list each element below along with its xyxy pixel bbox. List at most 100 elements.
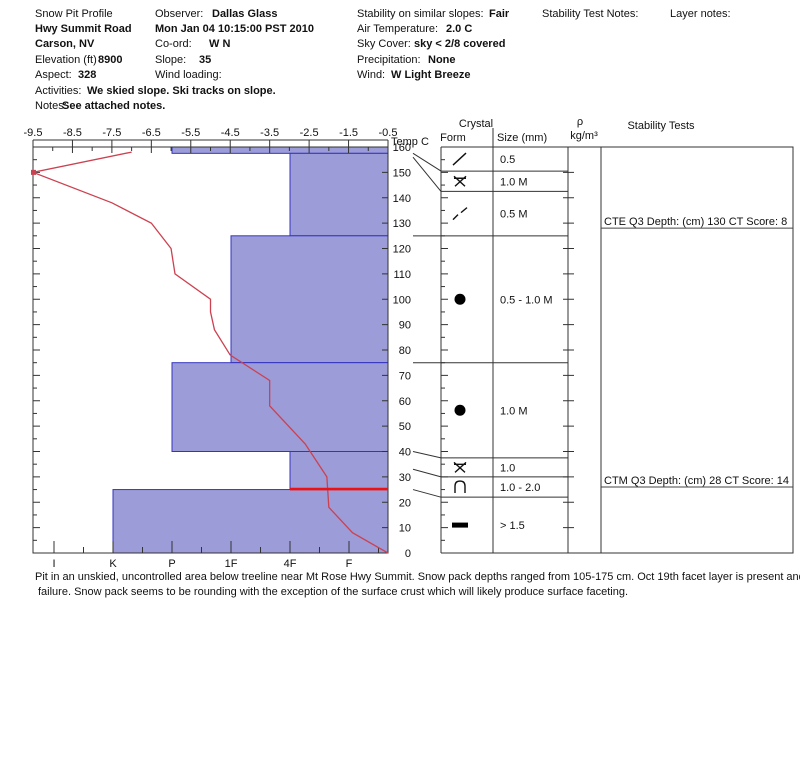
temp-tick-label: -2.5 (300, 127, 319, 139)
depth-tick-label: 0 (405, 548, 411, 560)
depth-tick-label: 140 (393, 193, 411, 205)
depth-tick-label: 70 (399, 370, 411, 382)
sky-cover-label: Sky Cover: (357, 38, 411, 50)
pit-notes-line1: Pit in an unskied, uncontrolled area bel… (35, 571, 800, 583)
stability-value: Fair (489, 8, 510, 20)
wind-loading-label: Wind loading: (155, 69, 222, 81)
air-temp-value: 2.0 C (446, 23, 473, 35)
wind-label: Wind: (357, 69, 386, 81)
temp-tick-label: -6.5 (142, 127, 161, 139)
temp-tick-label: -4.5 (221, 127, 240, 139)
elevation-label: Elevation (ft) (35, 54, 97, 66)
wind-value: W Light Breeze (391, 69, 471, 81)
depth-tick-label: 10 (399, 523, 411, 535)
form-header: Form (440, 132, 466, 144)
stability-test-result: CTM Q3 Depth: (cm) 28 CT Score: 14 (604, 475, 789, 487)
sky-cover-value: sky < 2/8 covered (414, 38, 506, 50)
layer-connector (412, 489, 442, 498)
depth-tick-label: 120 (393, 244, 411, 256)
datetime-value: Mon Jan 04 10:15:00 PST 2010 (155, 23, 314, 35)
depth-tick-label: 60 (399, 396, 411, 408)
temp-tick-label: -0.5 (379, 127, 398, 139)
notes-label: Notes: (35, 100, 67, 112)
observer-label: Observer: (155, 8, 204, 20)
layer-notes-label: Layer notes: (670, 8, 731, 20)
temperature-line (30, 151, 389, 554)
hardness-tick-label: P (168, 558, 175, 570)
temperature-min-marker (31, 169, 36, 175)
hardness-tick-label: I (52, 558, 55, 570)
depth-tick-label: 150 (393, 167, 411, 179)
observer-value: Dallas Glass (212, 8, 278, 20)
crystal-symbol-rounds-icon (454, 293, 466, 305)
stability-tests-box (600, 146, 794, 554)
temp-tick-label: -7.5 (102, 127, 121, 139)
grain-size-value: 1.0 - 2.0 (500, 482, 540, 494)
grain-size-value: 0.5 M (500, 209, 528, 221)
hardness-bar (171, 146, 389, 154)
depth-tick-label: 110 (393, 269, 411, 281)
depth-tick-label: 50 (399, 421, 411, 433)
density-unit-header: kg/m³ (570, 130, 598, 142)
elevation-value: 8900 (98, 54, 123, 66)
hardness-bar (230, 235, 389, 364)
size-header: Size (mm) (497, 132, 547, 144)
hardness-bar (289, 152, 389, 237)
grain-size-value: 1.0 M (500, 405, 528, 417)
depth-tick-label: 90 (399, 320, 411, 332)
activities-label: Activities: (35, 85, 82, 97)
location-city: Carson, NV (35, 38, 95, 50)
temp-axis-title: Temp C (391, 136, 429, 148)
crystal-symbol-decomposing-icon (452, 152, 467, 166)
temp-tick-label: -1.5 (339, 127, 358, 139)
crystal-symbol-surface-hoar-icon (453, 175, 467, 187)
stability-test-notes-label: Stability Test Notes: (542, 8, 639, 20)
crystal-symbol-depth-hoar-icon (454, 480, 466, 494)
hardness-tick-label: F (346, 558, 353, 570)
crystal-symbol-rounds-icon (454, 404, 466, 416)
grain-size-value: 0.5 - 1.0 M (500, 294, 553, 306)
activities-value: We skied slope. Ski tracks on slope. (87, 85, 276, 97)
crystal-symbol-surface-hoar-icon (453, 461, 467, 473)
density-header: ρ (577, 116, 583, 128)
slope-value: 35 (199, 54, 212, 66)
stability-test-result: CTE Q3 Depth: (cm) 130 CT Score: 8 (604, 216, 787, 228)
grain-size-value: > 1.5 (500, 520, 525, 532)
depth-tick-label: 100 (393, 294, 411, 306)
hardness-tick-label: 4F (284, 558, 297, 570)
notes-value: See attached notes. (62, 100, 166, 112)
depth-tick-label: 160 (393, 142, 411, 154)
layer-connector (412, 152, 442, 172)
grain-size-value: 1.0 (500, 462, 515, 474)
depth-tick-label: 40 (399, 447, 411, 459)
slope-label: Slope: (155, 54, 187, 66)
precipitation-value: None (428, 54, 456, 66)
coordinates-label: Co-ord: (155, 38, 192, 50)
depth-tick-label: 130 (393, 218, 411, 230)
crystal-symbol-ice-lens-icon (452, 522, 468, 528)
grain-size-value: 1.0 M (500, 176, 528, 188)
page-title: Snow Pit Profile (35, 8, 113, 20)
layer-connector (412, 451, 442, 459)
temp-tick-label: -8.5 (63, 127, 82, 139)
stability-label: Stability on similar slopes: (357, 8, 484, 20)
temp-tick-label: -3.5 (260, 127, 279, 139)
crystal-header: Crystal (459, 118, 493, 130)
hardness-bar (112, 489, 389, 554)
stability-tests-header: Stability Tests (627, 120, 695, 132)
depth-tick-label: 20 (399, 497, 411, 509)
temp-tick-label: -9.5 (24, 127, 43, 139)
hardness-bar (171, 362, 389, 452)
layer-connector (412, 156, 442, 192)
aspect-value: 328 (78, 69, 97, 81)
air-temp-label: Air Temperature: (357, 23, 439, 35)
depth-tick-label: 80 (399, 345, 411, 357)
coordinates-value: W N (209, 38, 231, 50)
temp-tick-label: -5.5 (181, 127, 200, 139)
depth-tick-label: 30 (399, 472, 411, 484)
aspect-label: Aspect: (35, 69, 72, 81)
crystal-symbol-decomposing-icon (452, 214, 459, 221)
grain-size-value: 0.5 (500, 154, 515, 166)
